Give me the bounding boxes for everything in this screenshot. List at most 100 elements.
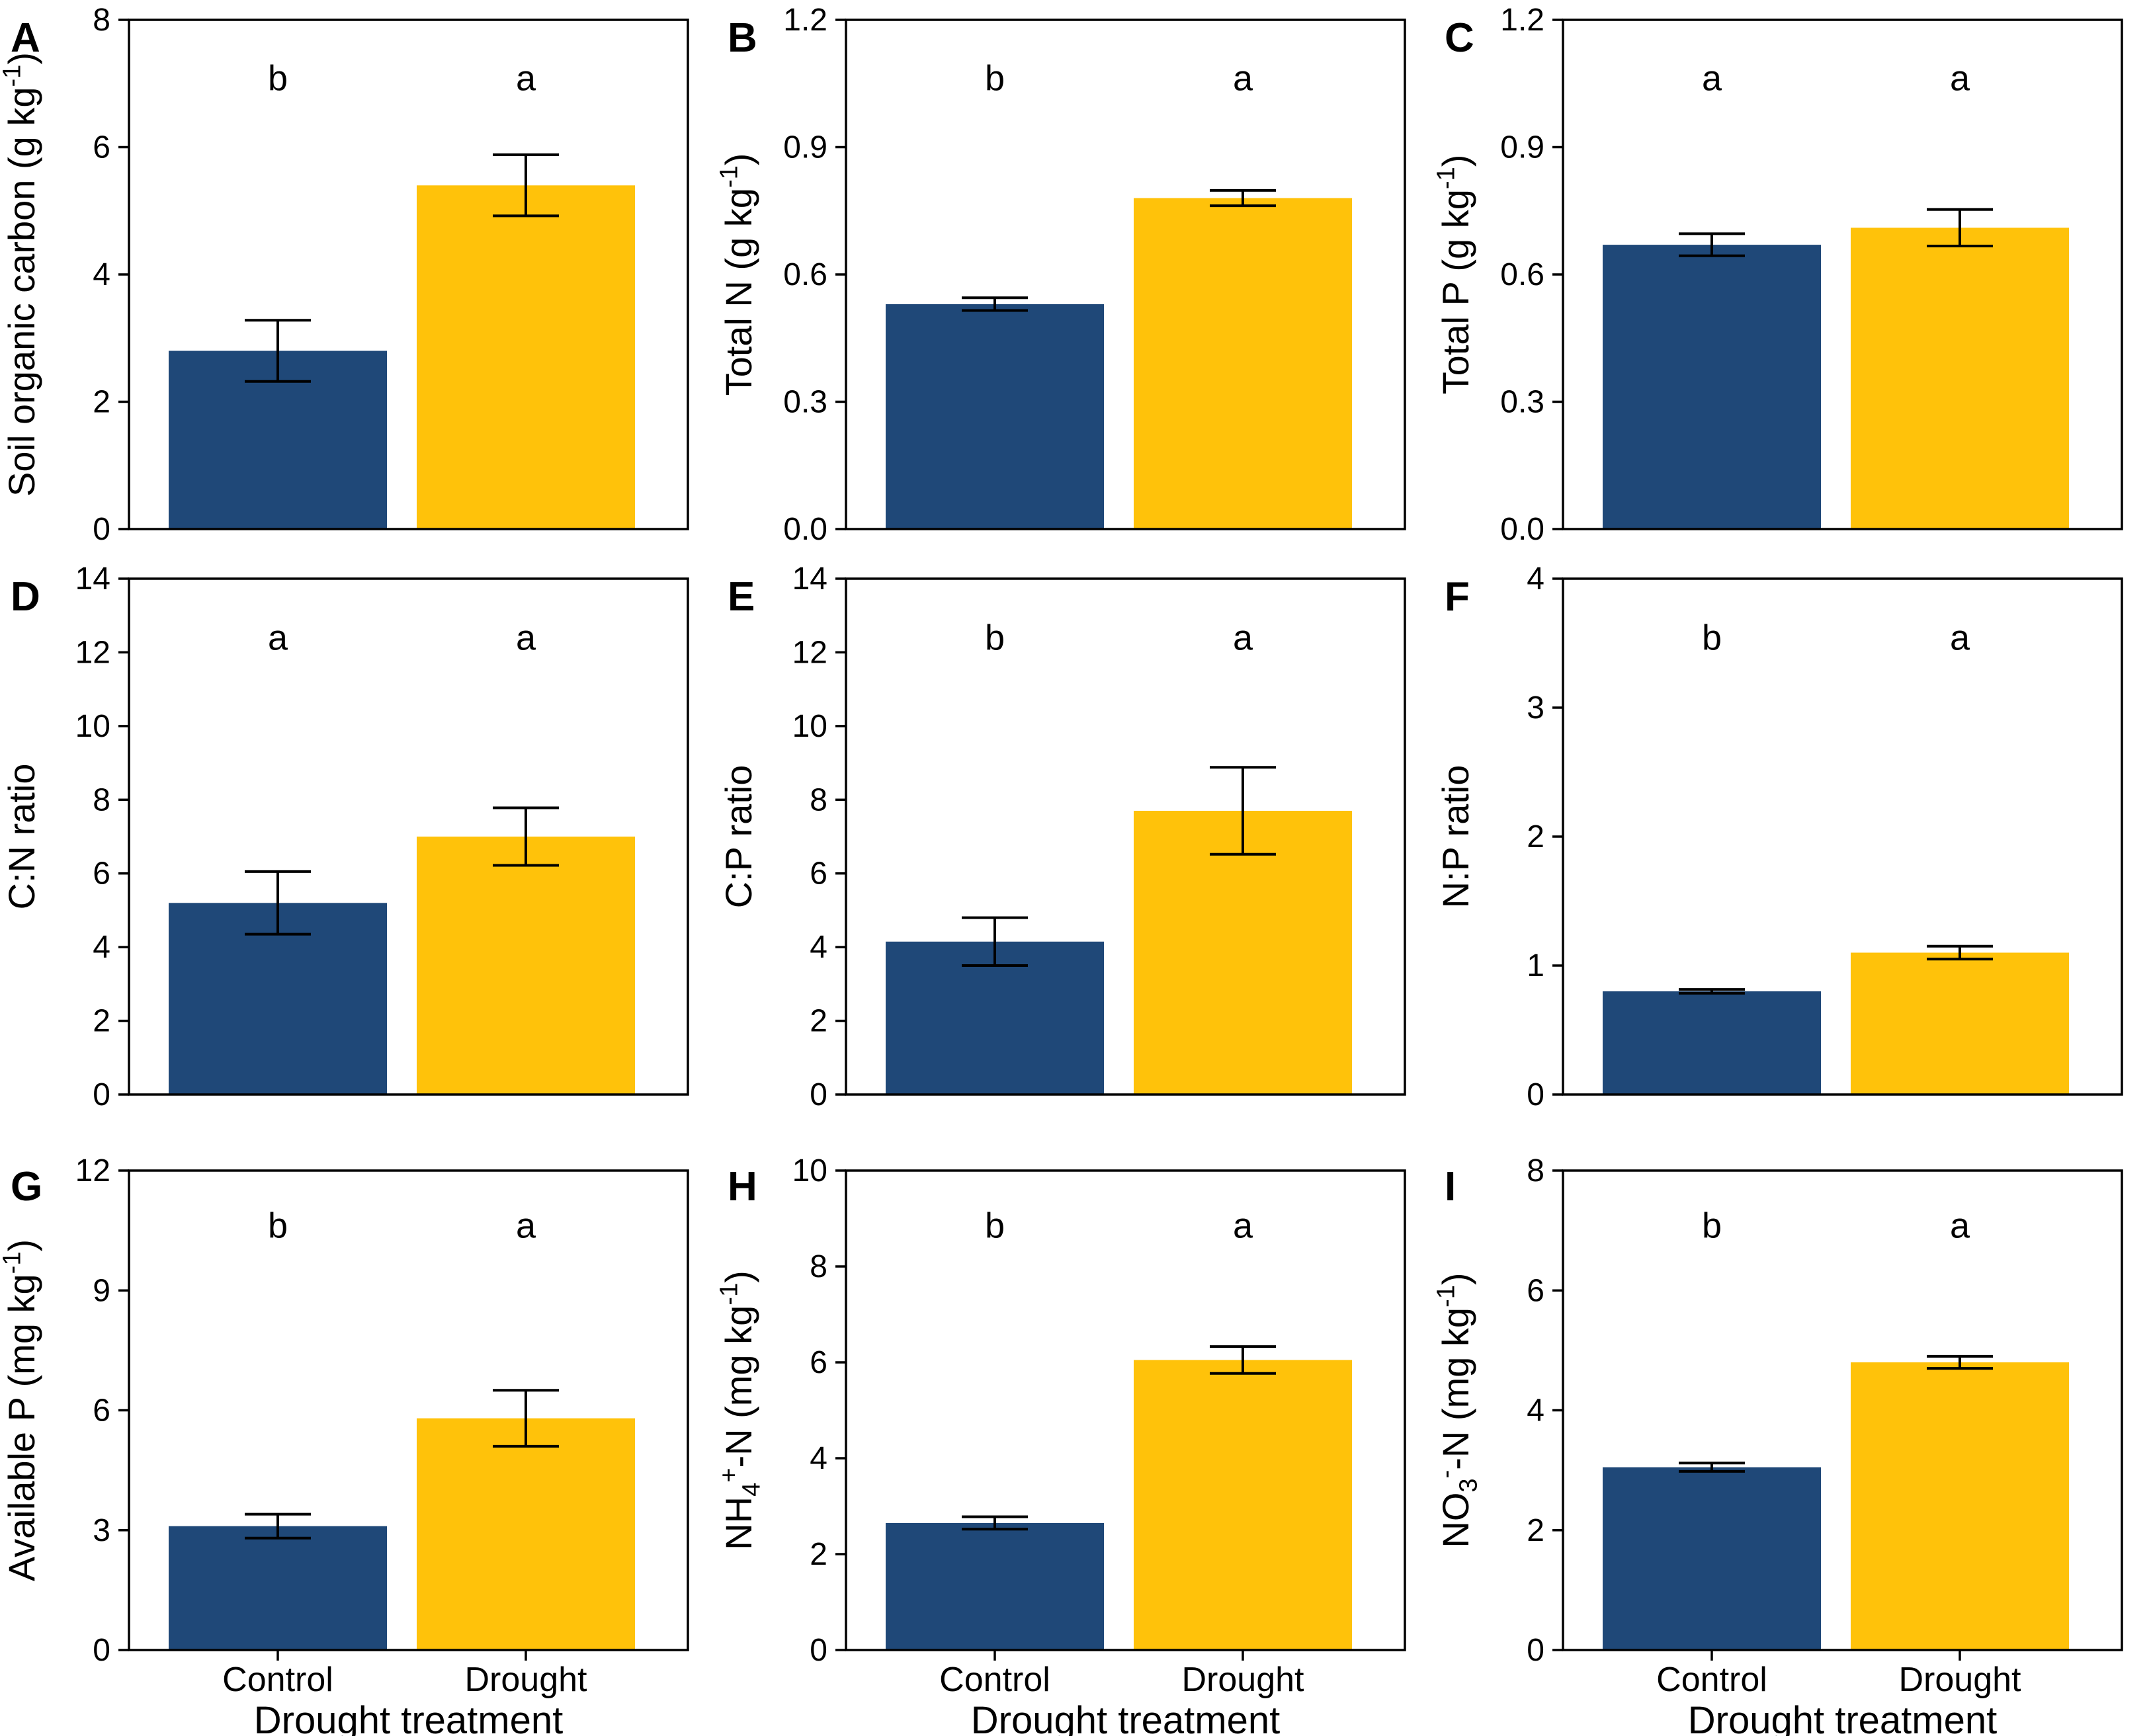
sig-letter-control: b <box>985 618 1005 658</box>
x-tick-label: Control <box>1656 1661 1767 1699</box>
y-tick-label: 3 <box>93 1513 110 1548</box>
bar-control <box>886 1522 1104 1650</box>
panel-letter: H <box>728 1164 757 1210</box>
panel-letter: E <box>728 574 755 620</box>
error-bar-control <box>1679 988 1745 995</box>
sig-letter-control: b <box>985 59 1005 99</box>
bar-control <box>1603 1467 1821 1650</box>
y-tick-label: 10 <box>792 709 827 744</box>
y-tick-label: 6 <box>93 856 110 891</box>
plot-box <box>845 1169 1406 1651</box>
error-bar-control <box>1679 232 1745 257</box>
y-tick-label: 8 <box>93 3 110 38</box>
sig-letter-drought: a <box>516 59 536 99</box>
bar-control <box>886 941 1104 1095</box>
plot-box <box>128 577 689 1096</box>
y-tick-label: 4 <box>810 930 827 965</box>
error-bar-drought <box>1927 1354 1993 1370</box>
plot-box <box>845 577 1406 1096</box>
bar-drought <box>1851 1362 2069 1650</box>
x-axis-title: Drought treatment <box>254 1699 563 1736</box>
error-bar-control <box>245 870 311 936</box>
y-tick-label: 2 <box>810 1537 827 1572</box>
sig-letter-drought: a <box>516 1206 536 1245</box>
y-tick-label: 2 <box>1527 819 1544 854</box>
bar-drought <box>1134 1360 1352 1650</box>
panel-letter: A <box>11 15 40 61</box>
sig-letter-control: b <box>268 1206 288 1245</box>
y-tick-label: 8 <box>810 782 827 817</box>
x-tick-label: Control <box>222 1661 333 1699</box>
y-tick-label: 10 <box>75 709 110 744</box>
y-tick-label: 8 <box>810 1249 827 1284</box>
y-tick-label: 12 <box>75 1154 110 1188</box>
y-tick-label: 12 <box>75 635 110 670</box>
x-axis-title: Drought treatment <box>1688 1699 1997 1736</box>
error-bar-control <box>962 296 1028 312</box>
y-tick-label: 10 <box>792 1154 827 1188</box>
bar-control <box>169 1526 387 1650</box>
y-tick-label: 6 <box>93 1393 110 1428</box>
y-tick-label: 0.6 <box>783 257 827 292</box>
error-bar-control <box>962 916 1028 967</box>
bar-drought <box>1851 227 2069 529</box>
y-tick-label: 4 <box>1527 1393 1544 1428</box>
panel-letter: I <box>1445 1164 1456 1210</box>
bar-control <box>1603 245 1821 529</box>
y-tick-label: 0 <box>1527 1633 1544 1668</box>
panel-letter: D <box>11 574 40 620</box>
x-tick-label: Control <box>939 1661 1050 1699</box>
y-tick-label: 1 <box>1527 948 1544 983</box>
error-bar-drought <box>493 1389 559 1448</box>
y-tick-label: 8 <box>93 782 110 817</box>
y-tick-label: 4 <box>93 930 110 965</box>
error-bar-control <box>1679 1462 1745 1473</box>
y-tick-label: 8 <box>1527 1154 1544 1188</box>
y-tick-label: 0.9 <box>1500 130 1544 165</box>
error-bar-drought <box>1210 766 1276 856</box>
panel-letter: B <box>728 15 757 61</box>
y-tick-label: 0 <box>93 1077 110 1112</box>
bar-control <box>886 304 1104 529</box>
y-tick-label: 14 <box>75 561 110 597</box>
y-tick-label: 4 <box>93 257 110 292</box>
panel-e: 0 2 4 6 8 10 12 14 C:P ratio b a E <box>718 561 1406 1112</box>
panel-d: 0 2 4 6 8 10 12 14 C:N ratio a a D <box>1 561 689 1112</box>
x-tick-label: Drought <box>465 1661 588 1699</box>
error-bar-control <box>245 319 311 383</box>
y-axis-label: C:N ratio <box>1 764 42 910</box>
y-axis-label: NO3--N (mg kg-1) <box>1434 1272 1482 1548</box>
y-tick-label: 0.0 <box>783 512 827 547</box>
error-bar-drought <box>1927 208 1993 247</box>
error-bar-drought <box>493 153 559 218</box>
sig-letter-control: b <box>1702 618 1722 658</box>
y-tick-label: 0.9 <box>783 130 827 165</box>
y-tick-label: 4 <box>810 1441 827 1476</box>
x-tick-label: Drought <box>1182 1661 1305 1699</box>
y-tick-label: 1.2 <box>783 3 827 38</box>
bar-drought <box>1134 811 1352 1095</box>
panel-i: 0 2 4 6 8 NO3--N (mg kg-1) b a I Control DroughtDr… <box>1434 1154 2123 1736</box>
y-axis-label: Total N (g kg-1) <box>717 153 759 396</box>
x-axis-title: Drought treatment <box>971 1699 1280 1736</box>
error-bar-control <box>245 1512 311 1540</box>
y-tick-label: 6 <box>93 130 110 165</box>
x-tick-label: Drought <box>1899 1661 2022 1699</box>
sig-letter-control: b <box>268 59 288 99</box>
sig-letter-drought: a <box>1233 618 1253 658</box>
y-tick-label: 6 <box>1527 1273 1544 1308</box>
y-tick-label: 0.3 <box>783 385 827 420</box>
y-axis-label: Total P (g kg-1) <box>1434 155 1476 395</box>
y-tick-label: 9 <box>93 1273 110 1308</box>
error-bar-control <box>962 1515 1028 1531</box>
sig-letter-control: a <box>1702 59 1722 99</box>
panel-letter: C <box>1445 15 1474 61</box>
bar-control <box>1603 991 1821 1095</box>
y-tick-label: 0 <box>810 1633 827 1668</box>
y-axis-label: Soil organic carbon (g kg-1) <box>0 52 42 497</box>
y-axis-label: N:P ratio <box>1435 765 1476 909</box>
panel-letter: G <box>11 1164 42 1210</box>
